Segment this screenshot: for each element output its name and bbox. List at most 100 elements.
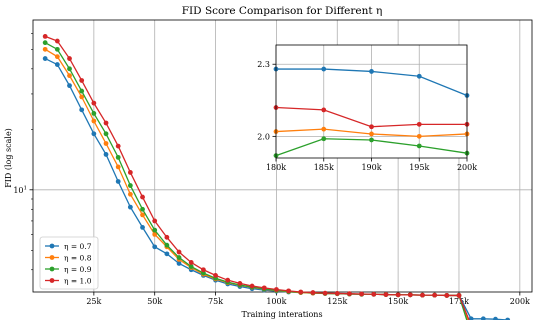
legend-box [39,236,99,290]
data-point [140,206,145,212]
data-point [54,38,60,44]
data-point [176,261,182,266]
data-point [91,118,97,124]
inset-x-tick-label: 180k [266,163,286,172]
data-point [395,292,401,298]
data-point [200,270,206,276]
inset-data-point [321,126,327,132]
data-point [42,56,48,61]
legend-label: η = 1.0 [64,277,92,286]
inset-data-point [369,137,374,143]
data-point [140,212,145,218]
data-point [322,290,328,296]
data-point [359,291,365,297]
data-point [42,34,48,39]
legend-swatch-marker [49,278,55,283]
series-line [44,35,470,320]
inset-data-point [369,124,374,130]
data-point [249,283,255,289]
legend-swatch-marker [49,266,55,272]
legend-item: η = 0.9 [45,265,92,274]
data-point [54,54,60,60]
data-point [67,56,72,61]
data-point [456,293,462,298]
data-point [54,46,60,52]
legend-item: η = 0.7 [45,242,92,251]
data-point [164,242,170,248]
inset-data-point [416,121,422,127]
data-point [176,255,182,260]
data-point [67,66,72,72]
data-point [91,131,97,137]
data-point [115,164,121,170]
inset-data-point [416,73,422,79]
data-point [54,62,60,67]
legend-label: η = 0.8 [64,254,92,263]
inset-series [273,136,470,158]
data-point [91,100,97,106]
data-point [140,194,145,200]
data-point [127,170,133,175]
inset-x-tick-label: 190k [361,163,381,172]
legend-swatch-marker [49,255,55,260]
data-point [286,288,291,294]
data-point [468,316,474,320]
x-tick-label: 175k [449,297,469,306]
inset-data-point [321,66,327,72]
data-point [383,292,389,297]
series [42,34,470,320]
data-point [103,131,109,137]
data-point [103,141,109,146]
data-point [505,317,511,320]
data-point [164,251,170,257]
data-point [115,143,121,149]
data-point [103,120,109,126]
inset-data-point [416,143,422,149]
inset-data-point [416,133,422,139]
y-tick-label: 101 [13,185,27,195]
data-point [152,218,158,224]
data-point [188,260,194,265]
y-axis-label: FID (log scale) [4,128,13,188]
data-point [115,179,121,184]
inset-y-tick-label: 2.0 [257,132,270,141]
inset-data-point [369,69,374,74]
inset-data-point [321,107,327,113]
inset-x-tick-label: 185k [314,163,334,172]
inset-data-point [321,136,327,142]
data-point [480,316,486,320]
data-point [298,289,304,295]
data-point [347,291,352,297]
data-point [310,290,316,295]
data-point [200,267,206,273]
x-tick-label: 200k [510,297,530,306]
data-point [103,152,109,157]
data-point [176,249,182,255]
data-point [261,285,267,291]
legend-label: η = 0.9 [64,265,92,274]
data-point [140,224,145,230]
data-point [188,264,194,269]
x-tick-label: 150k [388,297,408,306]
data-point [79,107,85,113]
data-point [91,111,97,116]
data-point [152,231,158,237]
data-point [152,244,158,250]
data-point [42,46,48,52]
data-point [407,292,413,298]
inset-x-tick-label: 200k [457,163,477,172]
legend-swatch-marker [49,243,55,249]
x-tick-label: 100k [266,297,286,306]
data-point [127,183,133,188]
x-tick-label: 125k [327,297,347,306]
legend: η = 0.7 η = 0.8 η = 0.9 η = 1.0 [39,236,99,290]
inset-data-point [369,131,374,137]
data-point [334,291,340,296]
data-point [42,40,48,46]
data-point [67,83,72,89]
inset-y-tick-label: 2.3 [257,60,270,69]
data-point [152,227,158,233]
legend-item: η = 0.8 [45,254,92,263]
data-point [79,78,85,83]
